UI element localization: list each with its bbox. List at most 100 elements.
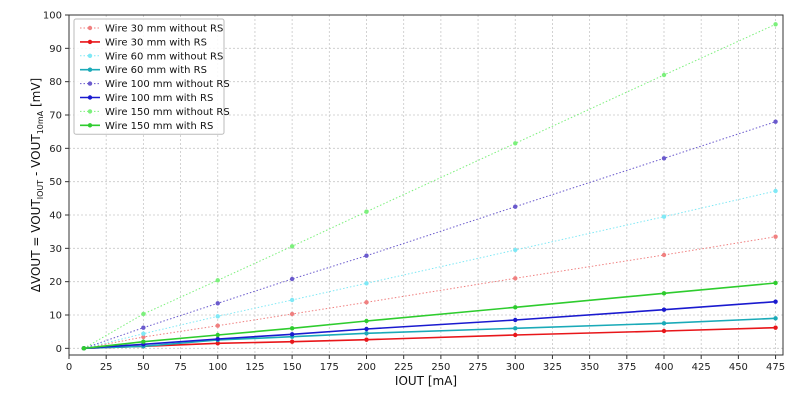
y-axis-label-sub2: 10mA (36, 110, 45, 134)
data-point (215, 301, 220, 306)
x-tick-label: 425 (692, 362, 711, 373)
data-point (513, 317, 518, 323)
data-point (364, 300, 369, 305)
y-tick-label: 10 (49, 311, 62, 322)
data-point (364, 318, 369, 324)
y-tick-label: 50 (49, 177, 62, 188)
data-point (773, 299, 778, 304)
data-point (661, 156, 667, 161)
data-point (289, 332, 295, 337)
series-path (83, 190, 776, 349)
plot-area (68, 14, 784, 356)
data-point (661, 72, 667, 78)
data-point (364, 337, 369, 342)
x-tick-label: 400 (654, 362, 673, 373)
x-tick-label: 350 (580, 362, 599, 373)
data-point (289, 326, 295, 331)
y-tick-label: 80 (49, 77, 62, 88)
data-point (661, 252, 667, 258)
series-path (83, 23, 776, 349)
legend-marker (87, 67, 93, 72)
data-point (364, 331, 369, 336)
data-point (661, 307, 667, 312)
x-tick-label: 325 (543, 362, 562, 373)
data-point (513, 247, 518, 253)
data-point (141, 339, 146, 344)
data-point (215, 336, 220, 342)
legend-label: Wire 30 mm with RS (105, 37, 207, 48)
legend-label: Wire 60 mm with RS (105, 65, 207, 76)
y-tick-label: 60 (49, 144, 62, 155)
x-tick-label: 100 (208, 362, 227, 373)
data-point (513, 204, 518, 209)
y-tick-label: 70 (49, 111, 62, 122)
y-tick-label: 40 (49, 211, 62, 222)
data-point (141, 334, 146, 340)
legend-marker (87, 53, 93, 58)
y-tick-label: 30 (49, 244, 62, 255)
data-point (141, 331, 146, 336)
legend-box (73, 18, 225, 135)
legend-label: Wire 100 mm without RS (105, 79, 230, 90)
data-point (289, 311, 295, 317)
data-point (215, 323, 220, 328)
y-tick-label: 20 (49, 277, 62, 288)
data-point (141, 311, 146, 317)
data-point (513, 326, 518, 331)
series-path (83, 317, 776, 350)
x-tick-label: 250 (431, 362, 450, 373)
series-path (83, 236, 776, 349)
x-tick-label: 25 (100, 362, 113, 373)
data-point (289, 297, 295, 303)
data-point (289, 276, 295, 282)
data-point (773, 280, 778, 286)
x-tick-label: 75 (174, 362, 187, 373)
data-point (513, 276, 518, 281)
series-line (81, 280, 778, 351)
data-point (773, 188, 778, 194)
data-point (141, 325, 146, 330)
data-point (513, 141, 518, 146)
data-point (289, 244, 295, 249)
data-point (661, 328, 667, 334)
legend-label: Wire 30 mm without RS (105, 24, 223, 35)
x-tick-label: 200 (357, 362, 376, 373)
data-point (215, 278, 220, 283)
data-point (364, 209, 369, 214)
y-axis-label-mid: - VOUT (29, 134, 43, 180)
x-tick-label: 150 (283, 362, 302, 373)
y-tick-label: 100 (43, 11, 62, 22)
data-point (513, 305, 518, 310)
data-point (215, 341, 220, 346)
x-axis-label: IOUT [mA] (395, 374, 457, 388)
data-point (773, 119, 778, 124)
y-axis-label-suffix: [mV] (29, 78, 43, 111)
y-axis-label-sub1: IOUT (36, 180, 45, 200)
data-point (773, 316, 778, 321)
data-point (289, 339, 295, 344)
y-tick-label: 0 (56, 344, 62, 355)
x-tick-label: 175 (320, 362, 339, 373)
legend-label: Wire 150 mm with RS (105, 121, 213, 132)
data-point (364, 253, 369, 258)
x-tick-label: 300 (506, 362, 525, 373)
y-axis-label-prefix: ΔVOUT = VOUT (29, 199, 43, 293)
series-path (83, 300, 776, 350)
x-tick-label: 50 (137, 362, 150, 373)
legend-marker (87, 109, 93, 114)
x-tick-label: 125 (245, 362, 264, 373)
x-tick-label: 0 (66, 362, 72, 373)
axis-ticks: 0 25 50 75 100 125 150 175 200 225 250 275 300 325 350… (43, 11, 785, 374)
series-group (81, 22, 778, 351)
legend-marker (87, 95, 93, 100)
y-tick-label: 90 (49, 44, 62, 55)
data-point (215, 332, 220, 338)
data-point (773, 234, 778, 239)
legend-label: Wire 150 mm without RS (105, 107, 230, 118)
legend-marker (87, 25, 93, 31)
data-point (773, 325, 778, 330)
legend-marker (87, 39, 93, 45)
legend: Wire 30 mm without RS Wire 30 mm with RS W… (73, 18, 230, 135)
data-point (81, 346, 87, 351)
